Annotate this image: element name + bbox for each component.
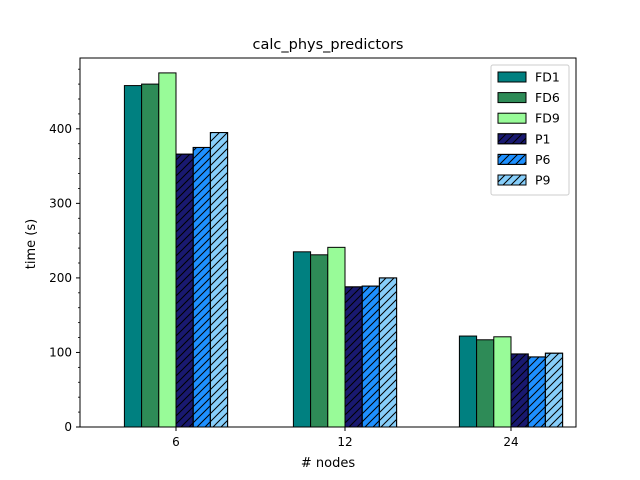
bar-FD6-12 xyxy=(310,254,329,428)
legend: FD1 FD6 FD9 P1 P6 P9 xyxy=(490,64,570,196)
bar-FD1-6 xyxy=(123,85,143,428)
bar-hatch-P1-12 xyxy=(344,286,363,428)
x-tick-label: 6 xyxy=(172,435,180,449)
legend-swatch-hatch-P6 xyxy=(497,153,527,165)
legend-label-P6: P6 xyxy=(535,152,551,167)
x-tick-label: 12 xyxy=(337,435,352,449)
y-axis-label: time (s) xyxy=(24,219,39,269)
y-tick-label: 300 xyxy=(49,196,72,210)
axes-group: 0 100 200 300 400 6 12 24 xyxy=(49,57,577,449)
bar-hatch-P1-24 xyxy=(510,353,529,428)
y-tick-label: 100 xyxy=(49,345,72,359)
legend-label-FD6: FD6 xyxy=(535,90,560,105)
bar-FD9-6 xyxy=(158,72,177,428)
bar-FD1-24 xyxy=(458,335,478,428)
legend-swatch-FD6 xyxy=(497,92,527,104)
legend-swatch-FD1 xyxy=(497,71,527,83)
bar-hatch-P6-24 xyxy=(527,356,546,428)
x-tick-label: 24 xyxy=(503,435,518,449)
bar-FD6-24 xyxy=(476,339,495,428)
bars-group xyxy=(123,72,564,428)
legend-label-P1: P1 xyxy=(535,131,551,146)
legend-swatch-hatch-P9 xyxy=(497,174,527,186)
plot-frame xyxy=(79,57,577,428)
legend-label-FD9: FD9 xyxy=(535,111,560,126)
bar-FD9-12 xyxy=(327,246,346,428)
bar-hatch-P9-24 xyxy=(544,352,564,428)
y-tick-label: 200 xyxy=(49,271,72,285)
legend-label-P9: P9 xyxy=(535,173,551,188)
bar-FD9-24 xyxy=(493,336,512,428)
bar-hatch-P6-12 xyxy=(361,285,380,428)
chart-title: calc_phys_predictors xyxy=(253,37,404,53)
bar-FD1-12 xyxy=(292,251,312,428)
legend-swatch-FD9 xyxy=(497,112,527,124)
bar-hatch-P9-6 xyxy=(209,132,229,428)
y-tick-label: 400 xyxy=(49,122,72,136)
bar-hatch-P6-6 xyxy=(192,146,211,428)
legend-swatch-hatch-P1 xyxy=(497,133,527,145)
legend-label-FD1: FD1 xyxy=(535,70,560,85)
bar-FD6-6 xyxy=(141,83,160,428)
bar-hatch-P9-12 xyxy=(378,277,398,428)
x-axis-label: # nodes xyxy=(301,456,355,471)
bar-hatch-P1-6 xyxy=(175,153,194,428)
y-tick-label: 0 xyxy=(64,420,72,434)
